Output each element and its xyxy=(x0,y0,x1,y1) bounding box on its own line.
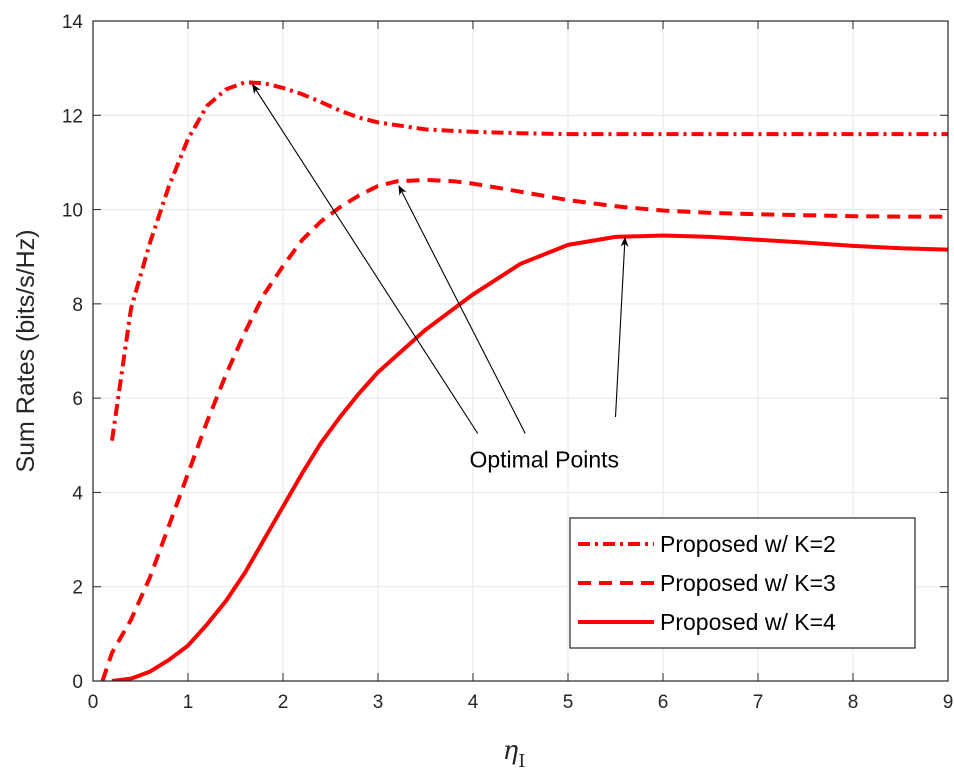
y-tick-label: 0 xyxy=(72,672,83,693)
x-tick-label: 6 xyxy=(658,692,669,713)
annotation-arrow xyxy=(614,236,629,418)
annotation-arrow xyxy=(252,83,479,434)
x-tick-label: 1 xyxy=(183,692,194,713)
y-tick-label: 12 xyxy=(62,106,83,127)
x-tick-label: 5 xyxy=(563,692,574,713)
legend-entry-k3: Proposed w/ K=3 xyxy=(660,570,836,596)
y-tick-label: 4 xyxy=(72,483,83,504)
x-tick-label: 3 xyxy=(373,692,384,713)
legend-entry-k4: Proposed w/ K=4 xyxy=(660,609,836,635)
x-tick-label: 0 xyxy=(88,692,99,713)
series-line-k3 xyxy=(100,177,948,681)
x-axis-label: ηI xyxy=(503,736,526,772)
annotations: Optimal Points xyxy=(252,83,629,472)
y-tick-label: 8 xyxy=(72,295,83,316)
annotation-label: Optimal Points xyxy=(469,446,619,472)
x-axis-label-subscript: I xyxy=(518,751,525,772)
y-tick-label: 10 xyxy=(62,201,83,222)
x-tick-label: 9 xyxy=(943,692,954,713)
x-tick-label: 4 xyxy=(468,692,479,713)
x-tick-label: 2 xyxy=(278,692,289,713)
y-axis-label: Sum Rates (bits/s/Hz) xyxy=(12,229,40,472)
y-tick-label: 14 xyxy=(62,12,84,33)
legend-entry-k2: Proposed w/ K=2 xyxy=(660,531,836,557)
series-line-k4 xyxy=(111,233,948,681)
series-line-k2 xyxy=(110,80,948,441)
legend: Proposed w/ K=2 Proposed w/ K=3 Proposed w… xyxy=(569,517,916,649)
x-axis-label-symbol: η xyxy=(503,736,519,766)
plot-frame xyxy=(92,20,949,682)
y-tick-label: 6 xyxy=(72,389,83,410)
x-tick-label: 7 xyxy=(753,692,764,713)
y-tick-label: 2 xyxy=(72,578,83,599)
series-layer xyxy=(100,80,948,681)
annotation-arrow xyxy=(398,185,526,434)
x-tick-label: 8 xyxy=(848,692,859,713)
